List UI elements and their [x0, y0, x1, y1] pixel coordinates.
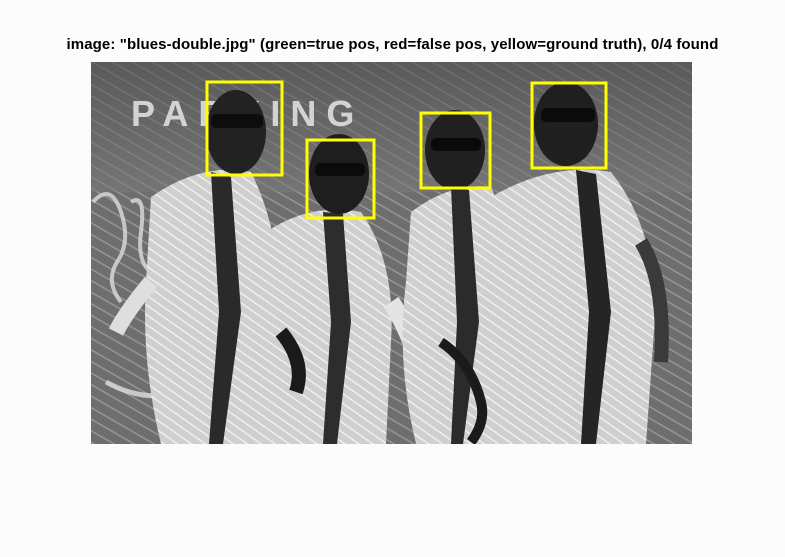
ground-truth-boxes	[205, 80, 608, 220]
ground-truth-box-3	[419, 111, 492, 190]
ground-truth-box-1	[205, 80, 284, 177]
figure-title: image: "blues-double.jpg" (green=true po…	[66, 36, 719, 53]
ground-truth-box-4	[530, 81, 608, 170]
person-1	[108, 90, 281, 444]
photo: PARKING	[91, 62, 692, 444]
ground-truth-box-2	[305, 138, 376, 220]
person-3	[402, 110, 517, 444]
person-4	[490, 82, 669, 444]
